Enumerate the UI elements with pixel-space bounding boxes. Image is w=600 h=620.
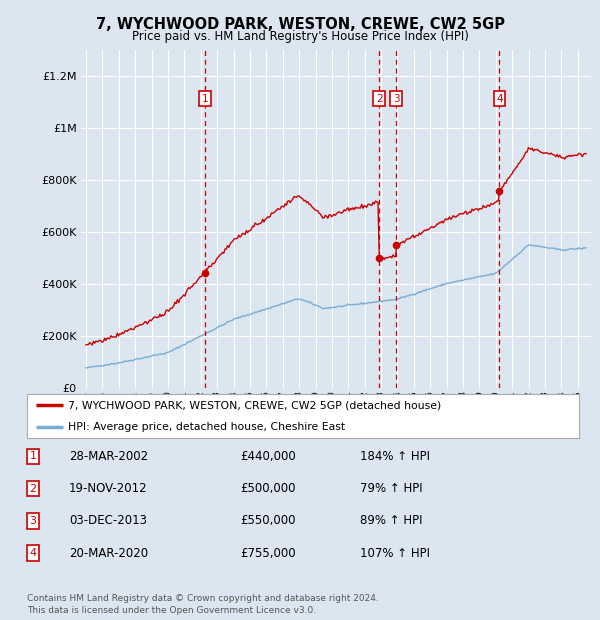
Text: 20-MAR-2020: 20-MAR-2020 xyxy=(69,547,148,559)
Text: 2: 2 xyxy=(376,94,382,104)
Text: 4: 4 xyxy=(496,94,503,104)
Text: 03-DEC-2013: 03-DEC-2013 xyxy=(69,515,147,527)
Text: 107% ↑ HPI: 107% ↑ HPI xyxy=(360,547,430,559)
Text: Price paid vs. HM Land Registry's House Price Index (HPI): Price paid vs. HM Land Registry's House … xyxy=(131,30,469,43)
Text: 3: 3 xyxy=(29,516,37,526)
Text: £755,000: £755,000 xyxy=(240,547,296,559)
Text: £500,000: £500,000 xyxy=(240,482,296,495)
Text: £550,000: £550,000 xyxy=(240,515,296,527)
Text: 3: 3 xyxy=(393,94,400,104)
Text: £440,000: £440,000 xyxy=(240,450,296,463)
Text: 7, WYCHWOOD PARK, WESTON, CREWE, CW2 5GP: 7, WYCHWOOD PARK, WESTON, CREWE, CW2 5GP xyxy=(95,17,505,32)
Text: 2: 2 xyxy=(29,484,37,494)
Text: HPI: Average price, detached house, Cheshire East: HPI: Average price, detached house, Ches… xyxy=(68,422,346,432)
Text: 19-NOV-2012: 19-NOV-2012 xyxy=(69,482,148,495)
Text: 89% ↑ HPI: 89% ↑ HPI xyxy=(360,515,422,527)
Text: Contains HM Land Registry data © Crown copyright and database right 2024.: Contains HM Land Registry data © Crown c… xyxy=(27,594,379,603)
Text: 7, WYCHWOOD PARK, WESTON, CREWE, CW2 5GP (detached house): 7, WYCHWOOD PARK, WESTON, CREWE, CW2 5GP… xyxy=(68,401,442,410)
Text: 1: 1 xyxy=(202,94,208,104)
Text: This data is licensed under the Open Government Licence v3.0.: This data is licensed under the Open Gov… xyxy=(27,606,316,616)
Text: 1: 1 xyxy=(29,451,37,461)
Text: 79% ↑ HPI: 79% ↑ HPI xyxy=(360,482,422,495)
Text: 28-MAR-2002: 28-MAR-2002 xyxy=(69,450,148,463)
Text: 4: 4 xyxy=(29,548,37,558)
Text: 184% ↑ HPI: 184% ↑ HPI xyxy=(360,450,430,463)
